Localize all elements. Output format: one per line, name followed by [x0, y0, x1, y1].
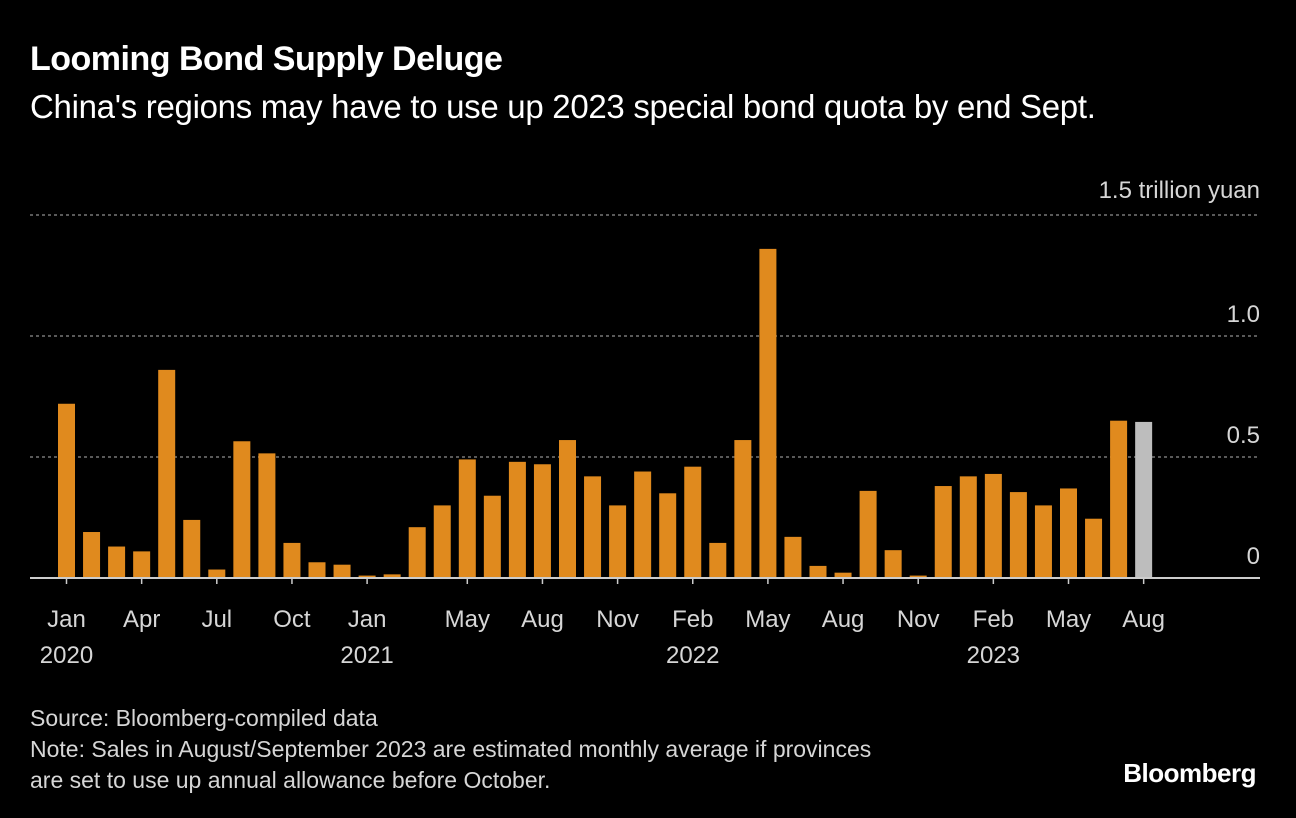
chart-title: Looming Bond Supply Deluge: [30, 40, 503, 78]
bar-2020-01: [58, 403, 75, 578]
x-year-label: 2021: [340, 642, 393, 669]
bar-2021-03: [408, 527, 426, 578]
note-line-2: are set to use up annual allowance befor…: [30, 767, 551, 793]
bar-2022-09: [859, 490, 877, 578]
x-tick-label: Jan: [348, 606, 387, 633]
bar-2020-06: [183, 519, 201, 578]
bar-2023-07: [1110, 420, 1128, 578]
y-tick-label: 1.0: [1227, 301, 1260, 328]
bar-2020-10: [283, 542, 301, 578]
x-year-label: 2023: [967, 642, 1020, 669]
bar-2021-12: [634, 471, 652, 578]
bar-2022-06: [784, 536, 802, 578]
x-tick-label: May: [445, 606, 490, 633]
y-tick-label: 0.5: [1227, 422, 1260, 449]
bar-2021-10: [584, 476, 602, 578]
x-tick-label: May: [1046, 606, 1091, 633]
bar-2022-08: [834, 572, 852, 578]
x-tick-label: Jul: [201, 606, 232, 633]
x-year-label: 2022: [666, 642, 719, 669]
bar-2020-08: [233, 441, 251, 578]
bar-2022-12: [934, 486, 952, 578]
x-tick-label: Nov: [596, 606, 639, 633]
bar-2023-02: [984, 473, 1002, 578]
bar-2020-04: [133, 551, 151, 578]
x-tick-label: Nov: [897, 606, 940, 633]
bar-2022-11: [909, 575, 927, 578]
bar-2023-03: [1009, 492, 1027, 578]
x-tick-label: Aug: [521, 606, 564, 633]
x-axis: [30, 577, 1260, 584]
bar-2021-11: [609, 505, 627, 578]
bar-2021-09: [559, 440, 576, 578]
bar-2022-07: [809, 565, 827, 578]
bar-2021-06: [483, 495, 501, 578]
x-tick-label: Feb: [672, 606, 713, 633]
bar-2022-02: [684, 466, 702, 578]
x-tick-label: Feb: [973, 606, 1014, 633]
bar-2021-08: [533, 464, 551, 578]
labels: 0 0.5 1.0 1.5 trillion yuan Jan 2020 Apr Jul Oct…: [40, 177, 1260, 669]
x-year-label: 2020: [40, 642, 93, 669]
bar-2020-09: [258, 453, 276, 578]
x-tick-label: Aug: [1122, 606, 1165, 633]
bar-2020-12: [333, 564, 351, 578]
gridlines: [30, 214, 1260, 458]
bar-2020-03: [108, 546, 126, 578]
bloomberg-logo: Bloomberg: [1123, 758, 1256, 788]
bar-2022-04: [734, 440, 752, 578]
x-tick-label: Oct: [273, 606, 311, 633]
bar-2022-10: [884, 550, 902, 578]
bar-2020-07: [208, 569, 226, 578]
source-note: Source: Bloomberg-compiled data: [30, 705, 378, 731]
bar-2020-05: [158, 369, 176, 578]
bar-2021-04: [433, 505, 451, 578]
note-line-1: Note: Sales in August/September 2023 are…: [30, 736, 872, 762]
bar-2021-05: [458, 459, 476, 578]
bar-2023-04: [1034, 505, 1052, 578]
chart-subtitle: China's regions may have to use up 2023 …: [30, 88, 1096, 125]
bar-2021-02: [383, 574, 401, 578]
y-tick-label: 0: [1247, 543, 1260, 570]
y-tick-label: 1.5 trillion yuan: [1099, 177, 1260, 204]
bar-2023-05: [1060, 488, 1077, 578]
footnotes: Source: Bloomberg-compiled data Note: Sa…: [30, 703, 871, 796]
bar-2022-05: [759, 248, 777, 578]
bar-2022-03: [709, 542, 727, 578]
bar-2023-01: [959, 476, 977, 578]
bar-2022-01: [659, 493, 677, 578]
x-tick-label: Apr: [123, 606, 160, 633]
bar-2023-08: [1135, 421, 1153, 578]
bar-2021-07: [508, 461, 526, 578]
bar-2021-01: [358, 575, 376, 578]
bar-2023-06: [1085, 518, 1103, 578]
bar-2020-02: [83, 532, 101, 578]
x-tick-label: May: [745, 606, 790, 633]
bar-2020-11: [308, 562, 326, 578]
x-tick-label: Aug: [822, 606, 865, 633]
bars: [58, 248, 1153, 578]
x-tick-label: Jan: [47, 606, 86, 633]
